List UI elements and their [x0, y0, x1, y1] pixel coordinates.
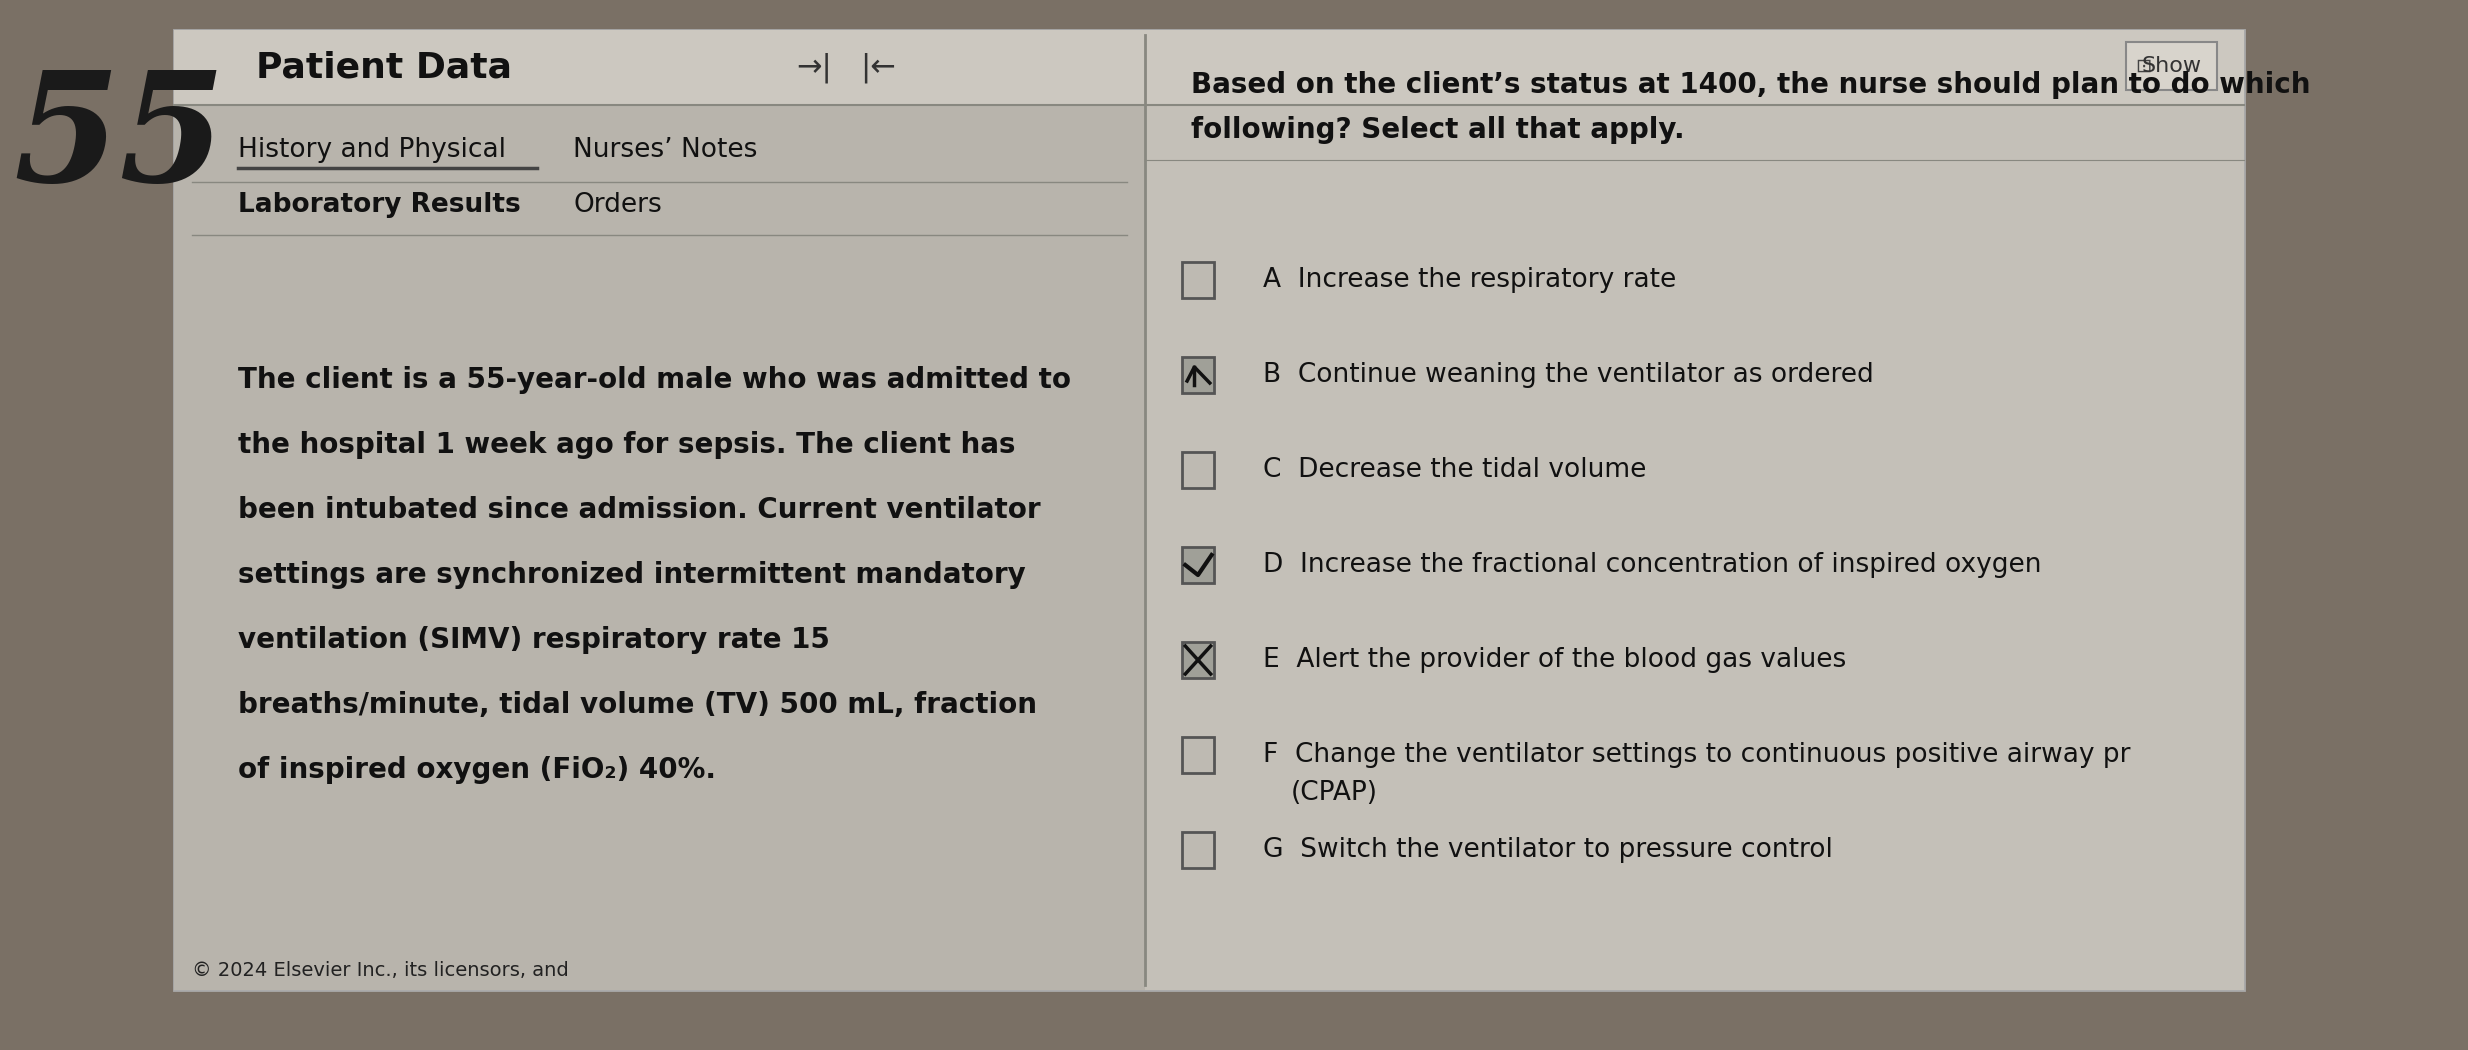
Text: B  Continue weaning the ventilator as ordered: B Continue weaning the ventilator as ord…: [1264, 362, 1873, 388]
Bar: [2125, 42, 2216, 90]
Text: © 2024 Elsevier Inc., its licensors, and: © 2024 Elsevier Inc., its licensors, and: [193, 961, 570, 980]
Text: Orders: Orders: [573, 192, 661, 218]
Text: The client is a 55-year-old male who was admitted to: The client is a 55-year-old male who was…: [237, 366, 1071, 394]
Bar: [1182, 452, 1214, 488]
Text: following? Select all that apply.: following? Select all that apply.: [1190, 116, 1683, 144]
Text: ventilation (SIMV) respiratory rate 15: ventilation (SIMV) respiratory rate 15: [237, 626, 829, 654]
Bar: [175, 30, 1145, 990]
Text: History and Physical: History and Physical: [237, 136, 506, 163]
Bar: [1182, 547, 1214, 583]
Bar: [1182, 832, 1214, 868]
Text: the hospital 1 week ago for sepsis. The client has: the hospital 1 week ago for sepsis. The …: [237, 430, 1014, 459]
Text: C  Decrease the tidal volume: C Decrease the tidal volume: [1264, 457, 1646, 483]
Bar: [175, 30, 2243, 105]
Text: been intubated since admission. Current ventilator: been intubated since admission. Current …: [237, 496, 1039, 524]
Text: E  Alert the provider of the blood gas values: E Alert the provider of the blood gas va…: [1264, 647, 1846, 673]
Text: A  Increase the respiratory rate: A Increase the respiratory rate: [1264, 267, 1676, 293]
Text: F  Change the ventilator settings to continuous positive airway pr: F Change the ventilator settings to cont…: [1264, 742, 2130, 768]
Text: |←: |←: [859, 52, 896, 83]
Text: Show: Show: [2142, 56, 2201, 76]
Text: (CPAP): (CPAP): [1291, 780, 1377, 806]
Text: settings are synchronized intermittent mandatory: settings are synchronized intermittent m…: [237, 561, 1024, 589]
Bar: [1145, 30, 2243, 990]
Text: 55: 55: [12, 65, 225, 214]
Text: of inspired oxygen (FiO₂) 40%.: of inspired oxygen (FiO₂) 40%.: [237, 756, 716, 784]
Bar: [1182, 262, 1214, 298]
Text: G  Switch the ventilator to pressure control: G Switch the ventilator to pressure cont…: [1264, 837, 1834, 863]
Bar: [1182, 642, 1214, 678]
Text: →|: →|: [797, 52, 832, 83]
Text: Based on the client’s status at 1400, the nurse should plan to do which: Based on the client’s status at 1400, th…: [1190, 71, 2310, 99]
Text: Patient Data: Patient Data: [257, 51, 511, 85]
Text: Nurses’ Notes: Nurses’ Notes: [573, 136, 758, 163]
Bar: [1182, 357, 1214, 393]
Text: Laboratory Results: Laboratory Results: [237, 192, 521, 218]
Bar: [1182, 737, 1214, 773]
Text: breaths/minute, tidal volume (TV) 500 mL, fraction: breaths/minute, tidal volume (TV) 500 mL…: [237, 691, 1037, 719]
Text: D  Increase the fractional concentration of inspired oxygen: D Increase the fractional concentration …: [1264, 552, 2041, 578]
Text: ⊡: ⊡: [2135, 57, 2152, 76]
